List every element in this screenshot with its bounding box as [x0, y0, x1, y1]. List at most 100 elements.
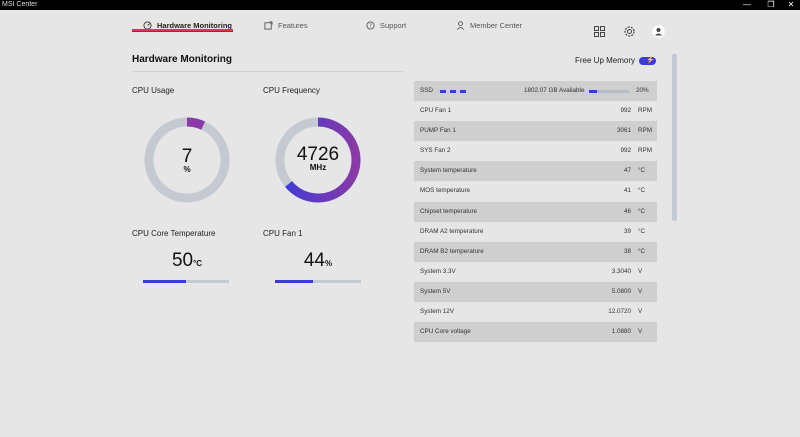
cpu-usage-value: 7	[181, 146, 193, 167]
person-icon	[456, 20, 465, 30]
sensor-unit: V	[638, 287, 643, 295]
free-memory-label: Free Up Memory	[575, 56, 636, 65]
sensor-label: CPU Core voltage	[420, 328, 471, 336]
tab-label: Hardware Monitoring	[157, 20, 233, 30]
title-bar: MSI Center — ❐ ✕	[0, 0, 800, 10]
sensor-row: SYS Fan 2 992 RPM	[414, 141, 657, 161]
cpu-fan1-value: 44	[303, 250, 325, 271]
sensor-label: MOS temperature	[420, 187, 471, 195]
sensor-row: PUMP Fan 1 3061 RPM	[414, 121, 657, 142]
sensor-value: 12.0720	[608, 308, 631, 316]
cpu-fan1-label: CPU Fan 1	[263, 229, 303, 238]
chat-question-icon: ?	[366, 20, 375, 29]
sensor-row: System 12V 12.0720 V	[414, 302, 657, 322]
scrollbar[interactable]	[672, 54, 677, 221]
gear-icon[interactable]	[623, 25, 636, 38]
cpu-frequency-readout: 4726 MHz	[274, 144, 362, 172]
title-divider	[132, 71, 403, 72]
sensor-unit: °C	[638, 227, 646, 235]
cpu-usage-readout: 7 %	[143, 146, 231, 174]
sensor-unit: RPM	[638, 107, 652, 115]
sensor-label: System 12V	[420, 308, 454, 316]
sensor-unit: RPM	[638, 147, 652, 155]
sensor-label: SYS Fan 2	[420, 147, 451, 155]
ssd-indicator	[440, 90, 446, 93]
sensor-row: CPU Fan 1 992 RPM	[414, 101, 657, 121]
sensor-value: 41	[623, 187, 631, 195]
sensor-row: DRAM B2 temperature 38 °C	[414, 241, 657, 262]
sensor-label: System 5V	[420, 287, 451, 295]
sensor-value: 1.0880	[611, 328, 631, 336]
cpu-frequency-value: 4726	[296, 144, 340, 165]
ssd-percent: 20%	[636, 87, 649, 94]
close-button[interactable]: ✕	[787, 0, 795, 9]
speedometer-icon	[143, 20, 152, 30]
feature-box-icon	[264, 20, 273, 30]
cpu-frequency-label: CPU Frequency	[263, 86, 320, 95]
ssd-label: SSD	[420, 87, 433, 94]
sensor-row: System 3.3V 3.3040 V	[414, 262, 657, 282]
cpu-frequency-gauge	[275, 117, 361, 203]
sensor-value: 3061	[616, 127, 631, 135]
sensor-unit: RPM	[638, 127, 652, 135]
minimize-button[interactable]: —	[743, 0, 751, 9]
top-nav: Hardware Monitoring Features ? Support M…	[0, 10, 800, 38]
sensor-value: 3.3040	[611, 267, 631, 275]
tab-label: Features	[278, 20, 308, 30]
cpu-usage-label: CPU Usage	[132, 86, 175, 95]
sensor-row: CPU Core voltage 1.0880 V	[414, 322, 657, 343]
maximize-button[interactable]: ❐	[767, 0, 775, 9]
sensor-label: Chipset temperature	[420, 207, 478, 215]
tab-member-center[interactable]: Member Center	[456, 14, 522, 36]
active-tab-indicator-secondary	[132, 31, 233, 32]
ssd-usage-bar	[589, 90, 629, 93]
sensor-value: 992	[620, 107, 631, 115]
cpu-usage-gauge	[144, 117, 230, 203]
tab-support[interactable]: ? Support	[366, 14, 406, 36]
sensor-unit: °C	[638, 207, 646, 215]
ssd-indicator	[460, 90, 466, 93]
cpu-core-temp-readout: 50°C	[143, 250, 231, 272]
cpu-core-temp-label: CPU Core Temperature	[132, 229, 216, 238]
ssd-indicator	[450, 90, 456, 93]
sensor-unit: V	[638, 308, 643, 316]
lightning-icon: ⚡	[646, 57, 655, 64]
ssd-available: 1802.07 GB Available	[524, 87, 585, 94]
sensor-unit: V	[638, 328, 643, 336]
sensor-label: System temperature	[420, 167, 477, 175]
sensor-unit: V	[638, 267, 643, 275]
sensor-value: 47	[623, 167, 631, 175]
sensor-unit: °C	[638, 247, 646, 255]
sensor-row: Chipset temperature 46 °C	[414, 201, 657, 222]
sensor-row: System temperature 47 °C	[414, 161, 657, 182]
active-tab-indicator	[132, 29, 233, 31]
sensor-label: DRAM B2 temperature	[420, 247, 484, 255]
cpu-fan1-bar	[275, 280, 361, 283]
tab-hardware-monitoring[interactable]: Hardware Monitoring	[143, 14, 232, 36]
sensor-row: System 5V 5.0800 V	[414, 281, 657, 303]
app-title: MSI Center	[2, 1, 38, 8]
cpu-fan1-bar-fill	[275, 280, 313, 283]
sensor-value: 992	[620, 147, 631, 155]
tab-label: Member Center	[470, 20, 523, 30]
cpu-core-temp-unit: °C	[193, 259, 203, 268]
cpu-fan1-unit: %	[325, 259, 333, 268]
grid-icon[interactable]	[594, 26, 605, 37]
sensor-table: SSD 1802.07 GB Available 20% CPU Fan 1 99…	[414, 81, 657, 343]
cpu-core-temp-bar	[143, 280, 229, 283]
cpu-core-temp-value: 50	[171, 250, 194, 271]
avatar-icon[interactable]	[652, 25, 665, 38]
sensor-value: 38	[623, 247, 631, 255]
sensor-label: DRAM A2 temperature	[420, 227, 484, 235]
sensor-value: 39	[623, 227, 631, 235]
sensor-value: 5.0800	[611, 287, 631, 295]
sensor-value: 46	[623, 207, 631, 215]
sensor-label: System 3.3V	[420, 267, 456, 275]
ssd-row: SSD 1802.07 GB Available 20%	[414, 81, 657, 102]
cpu-frequency-unit: MHz	[309, 163, 327, 172]
cpu-usage-unit: %	[183, 165, 191, 174]
sensor-row: MOS temperature 41 °C	[414, 181, 657, 201]
sensor-row: DRAM A2 temperature 39 °C	[414, 222, 657, 242]
free-memory-button[interactable]: ⚡	[639, 57, 656, 65]
tab-features[interactable]: Features	[264, 14, 308, 36]
